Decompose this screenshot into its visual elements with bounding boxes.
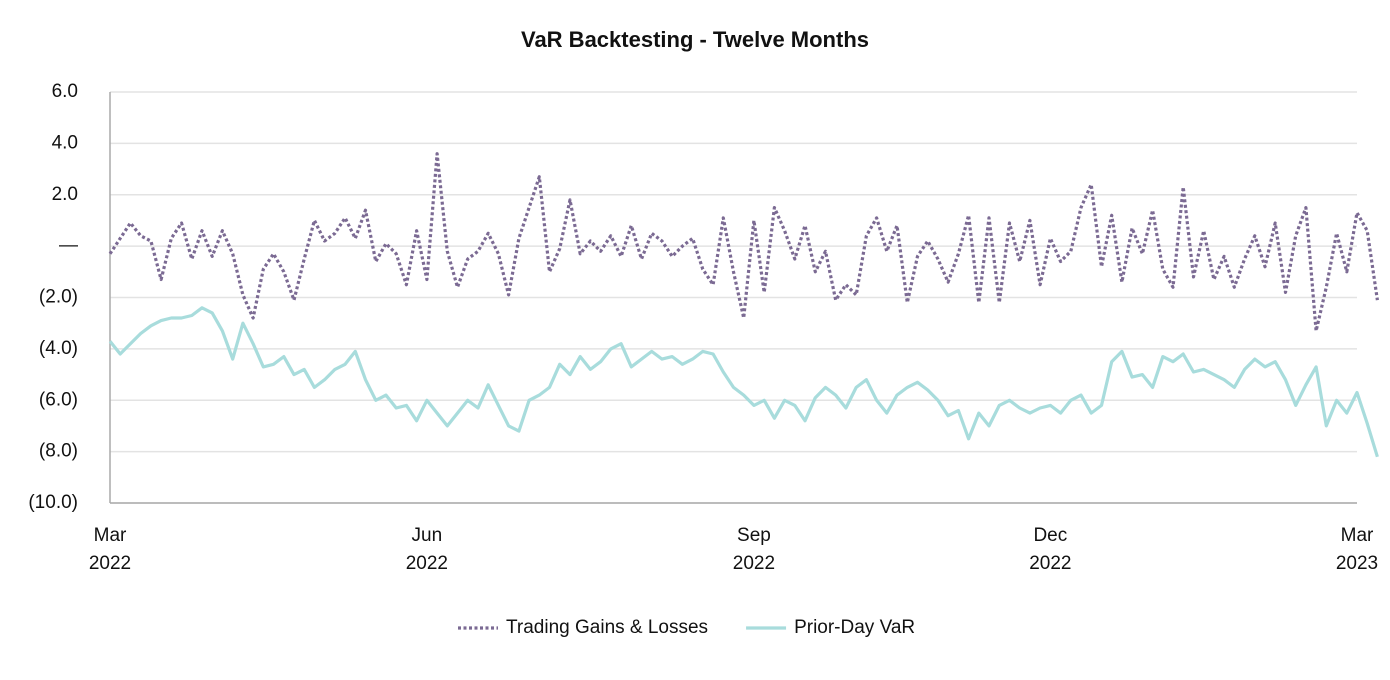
chart-title: VaR Backtesting - Twelve Months: [521, 27, 869, 52]
series-line: [108, 306, 1379, 458]
legend: Trading Gains & Losses Prior-Day VaR: [458, 617, 915, 638]
x-tick-label: Dec 2022: [1029, 525, 1071, 574]
y-tick-label: (2.0): [39, 287, 78, 308]
x-tick-label: Mar 2022: [89, 525, 131, 574]
y-tick-label: 6.0: [52, 81, 78, 102]
y-tick-label: (4.0): [39, 338, 78, 359]
x-tick-label: Jun 2022: [406, 525, 448, 574]
y-tick-label: (6.0): [39, 389, 78, 410]
legend-label: Prior-Day VaR: [794, 617, 915, 638]
x-tick-label: Sep 2022: [733, 525, 775, 574]
series-line: [108, 152, 1379, 333]
y-tick-label: 2.0: [52, 184, 78, 205]
legend-label: Trading Gains & Losses: [506, 617, 708, 638]
y-tick-label: (10.0): [28, 492, 78, 513]
x-tick-label: Mar 2023: [1336, 525, 1378, 574]
y-tick-label: —: [59, 235, 78, 256]
y-tick-label: 4.0: [52, 132, 78, 153]
y-tick-label: (8.0): [39, 441, 78, 462]
